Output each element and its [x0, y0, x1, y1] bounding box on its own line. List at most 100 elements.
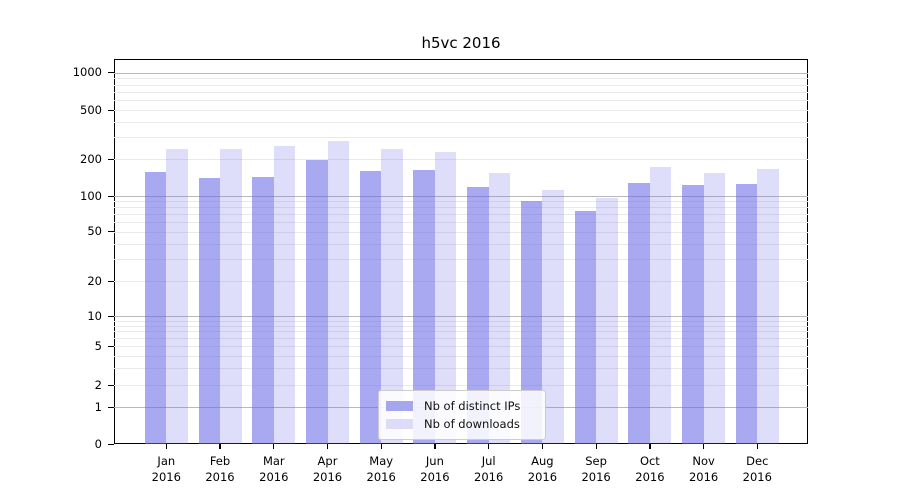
legend-item-downloads: Nb of downloads: [386, 415, 536, 433]
y-tick-label: 2: [94, 377, 102, 392]
gridline-minor: [114, 331, 808, 333]
x-tick: [756, 444, 758, 449]
y-tick-label: 0: [94, 436, 102, 451]
chart-title: h5vc 2016: [421, 34, 501, 52]
y-tick-label: 20: [87, 273, 102, 288]
x-tick-month: May: [369, 454, 394, 468]
x-tick: [541, 444, 544, 449]
gridline-minor: [114, 78, 808, 80]
gridline-minor: [114, 243, 808, 245]
x-tick-month: Jun: [425, 454, 444, 468]
x-tick: [273, 444, 275, 449]
bar-downloads: [327, 141, 349, 444]
x-tick-label: Nov 2016: [672, 453, 736, 485]
gridline-minor: [114, 367, 808, 369]
gridline-minor: [114, 320, 808, 322]
x-tick-label: Feb 2016: [188, 453, 252, 485]
y-tick: [108, 384, 114, 386]
legend-label-downloads: Nb of downloads: [424, 417, 520, 431]
bar-downloads: [596, 198, 618, 444]
bar-distinct-ips: [520, 200, 543, 444]
x-tick-month: Dec: [746, 454, 769, 468]
y-tick-label: 1000: [72, 65, 102, 79]
y-tick: [108, 345, 114, 347]
x-tick: [434, 444, 436, 449]
y-tick: [108, 231, 114, 233]
y-tick: [108, 280, 114, 282]
x-tick-year: 2016: [742, 470, 772, 484]
x-tick-label: Apr 2016: [296, 453, 360, 485]
x-tick-month: Oct: [639, 454, 660, 468]
bar-downloads: [220, 149, 242, 444]
x-tick-label: Oct 2016: [618, 453, 682, 485]
gridline-minor: [114, 91, 808, 93]
bar-downloads: [166, 149, 188, 444]
x-tick-label: Jan 2016: [134, 453, 198, 485]
gridline-minor: [114, 222, 808, 224]
gridline-minor: [114, 159, 808, 160]
x-tick-year: 2016: [259, 470, 289, 484]
gridline-minor: [114, 346, 808, 347]
gridline-major: [114, 316, 808, 317]
y-tick: [108, 109, 114, 111]
bar-downloads: [488, 173, 511, 444]
bar-distinct-ips: [413, 169, 435, 444]
x-tick-year: 2016: [688, 470, 719, 484]
bar-downloads: [542, 189, 564, 444]
x-tick-month: Jul: [481, 454, 496, 468]
gridline-minor: [114, 110, 808, 111]
x-tick-month: Apr: [317, 454, 338, 468]
x-tick-label: Mar 2016: [242, 453, 306, 485]
x-tick-label: Aug 2016: [510, 453, 574, 485]
x-tick: [326, 444, 329, 449]
x-tick-year: 2016: [151, 470, 181, 484]
y-tick-label: 5: [94, 338, 102, 353]
gridline-minor: [114, 121, 808, 123]
x-tick: [595, 444, 597, 449]
gridline-minor: [114, 355, 808, 357]
x-tick-month: Nov: [692, 454, 715, 468]
legend: Nb of distinct IPs Nb of downloads: [378, 390, 546, 440]
x-tick-year: 2016: [474, 470, 504, 484]
x-tick-year: 2016: [366, 470, 396, 484]
x-tick-label: Jul 2016: [457, 453, 521, 485]
x-tick-year: 2016: [635, 470, 665, 484]
gridline-major: [114, 196, 808, 197]
y-tick: [108, 406, 114, 409]
gridline-minor: [114, 325, 808, 327]
bar-distinct-ips: [574, 211, 597, 444]
gridline-minor: [114, 338, 808, 340]
x-tick-year: 2016: [420, 470, 450, 484]
bar-downloads: [649, 166, 672, 444]
legend-swatch-downloads: [386, 419, 413, 429]
x-tick-month: Sep: [585, 454, 607, 468]
gridline-minor: [114, 385, 808, 386]
gridline-minor: [114, 201, 808, 203]
bar-distinct-ips: [735, 183, 758, 444]
x-tick: [380, 444, 382, 449]
y-tick: [108, 158, 114, 160]
bar-downloads: [703, 173, 726, 444]
y-tick-label: 100: [80, 188, 102, 203]
bar-distinct-ips: [252, 176, 274, 444]
y-tick: [108, 72, 114, 74]
x-tick: [219, 444, 221, 449]
x-tick-label: May 2016: [349, 453, 413, 485]
bar-downloads: [757, 168, 779, 444]
gridline-minor: [114, 231, 808, 233]
plot-area: Nb of distinct IPs Nb of downloads 0 1 2 5 1…: [73, 59, 808, 484]
bar-downloads: [273, 146, 296, 444]
x-tick: [649, 444, 651, 449]
y-tick: [108, 195, 114, 197]
x-tick-month: Jan: [157, 454, 176, 468]
gridline-minor: [114, 207, 808, 209]
legend-swatch-distinct-ips: [386, 401, 413, 411]
x-tick-label: Dec 2016: [725, 453, 789, 485]
y-tick-label: 50: [87, 224, 102, 238]
bar-distinct-ips: [306, 159, 328, 444]
gridline-major: [114, 72, 808, 74]
bar-distinct-ips: [359, 170, 382, 444]
bar-downloads: [434, 151, 457, 444]
gridline-minor: [114, 281, 808, 282]
